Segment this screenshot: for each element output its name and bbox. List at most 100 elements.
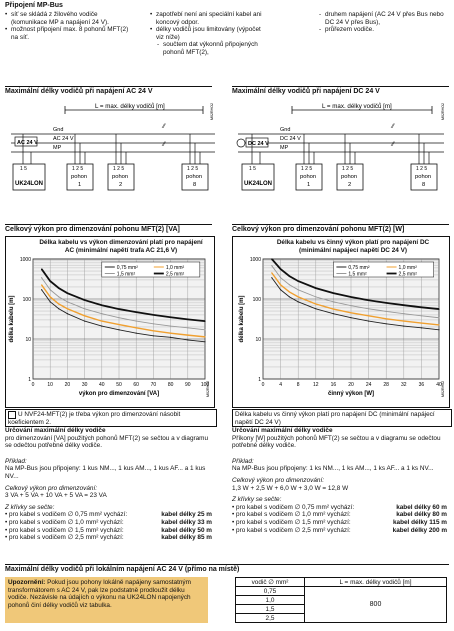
svg-text:8: 8 [422, 182, 425, 188]
legend-entry: 1,5 mm² [117, 272, 136, 278]
series-line [41, 289, 206, 343]
actuator-box [107, 163, 135, 191]
data-point [288, 296, 290, 298]
data-point [101, 313, 103, 315]
result-row: • pro kabel s vodičem ∅ 0,75 mm² vychází… [232, 503, 447, 511]
svg-text:⁄⁄: ⁄⁄ [161, 142, 166, 148]
legend-entry: 0,75 mm² [348, 265, 369, 271]
figure-code: M02RH02 [441, 381, 445, 397]
y-axis-label: délka kabelu [m] [239, 295, 245, 342]
header-list-col2: zapotřebí není ani speciální kabel ani k… [150, 11, 268, 57]
list-item: druhem napájení (AC 24 V přes Bus nebo D… [318, 11, 448, 26]
section-title-mp-bus: Připojení MP-Bus [5, 2, 63, 9]
result-row: • pro kabel s vodičem ∅ 2,5 mm² vychází:… [232, 526, 447, 534]
example-label: Příklad: [5, 457, 27, 465]
x-tick-label: 40 [436, 382, 442, 388]
sum-text: 3 VA + 5 VA + 10 VA + 5 VA = 23 VA [5, 492, 107, 500]
svg-text:L = max. délky vodičů [m]: L = max. délky vodičů [m] [322, 103, 392, 110]
note-ac: U NVF24-MFT(2) je třeba výkon pro dimenz… [5, 409, 217, 427]
data-point [84, 320, 86, 322]
list-item: průřezem vodiče. [318, 26, 448, 34]
data-point [271, 265, 273, 267]
data-point [420, 322, 422, 324]
svg-text:1 5: 1 5 [249, 166, 256, 172]
list-item: délky vodičů jsou limitovány (výpočet vi… [150, 26, 268, 56]
result-row: • pro kabel s vodičem ∅ 1,0 mm² vychází:… [5, 518, 212, 526]
example-text: Na MP-Bus jsou připojeny: 1 kus NM..., 1… [5, 465, 206, 480]
legend-box [333, 261, 434, 278]
legend-box [101, 261, 201, 278]
x-tick-label: 0 [32, 382, 35, 388]
x-tick-label: 10 [47, 382, 53, 388]
y-axis-label: délka kabelu [m] [9, 295, 15, 342]
data-point [187, 318, 189, 320]
data-point [271, 258, 273, 260]
list-item: možnost připojení max. 8 pohonů MFT(2) n… [5, 26, 133, 41]
data-point [66, 313, 68, 315]
calc-title: Určování maximální délky vodiče [5, 427, 106, 434]
svg-text:1 2 5: 1 2 5 [301, 166, 312, 172]
data-point [271, 277, 273, 279]
data-point [49, 301, 51, 303]
svg-text:pohon: pohon [341, 174, 357, 180]
chart-dc: 0 4 8 12 16 20 24 28 32 36 40 1000 100 10 1 činný výkon… [239, 257, 445, 397]
data-point [368, 320, 370, 322]
warning-text: Pokud jsou pohony lokálně napájeny samos… [8, 579, 191, 609]
y-tick-label: 1 [258, 377, 261, 383]
x-tick-label: 30 [82, 382, 88, 388]
svg-text:DC 24 V: DC 24 V [248, 141, 269, 147]
x-tick-label: 4 [279, 382, 282, 388]
x-tick-label: 100 [201, 382, 210, 388]
svg-text:M02RHO2: M02RHO2 [441, 103, 445, 120]
data-point [438, 329, 440, 331]
data-point [187, 339, 189, 341]
data-point [288, 275, 290, 277]
x-tick-label: 32 [401, 382, 407, 388]
warning-label: Upozornění: [8, 579, 46, 586]
controller-box [241, 163, 275, 191]
table-cell: 0,75 [235, 586, 305, 596]
list-subitem: součtem dat výkonnů připojených pohonů M… [156, 41, 268, 56]
data-point [118, 323, 120, 326]
data-point [58, 308, 60, 310]
chart-title-dc: Celkový výkon pro dimenzování pohonu MFT… [232, 226, 405, 233]
data-point [66, 301, 68, 303]
data-point [58, 303, 60, 305]
data-point [332, 292, 334, 294]
data-point [49, 296, 51, 298]
data-point [84, 299, 86, 301]
data-point [288, 291, 290, 293]
data-point [315, 296, 317, 298]
svg-text:pohon: pohon [71, 174, 87, 180]
data-point [101, 304, 103, 306]
svg-text:1 2 5: 1 2 5 [113, 166, 124, 172]
ac-supply-box [14, 136, 38, 147]
svg-text:MP: MP [280, 145, 289, 151]
note-dc: Délka kabelu vs činný výkon platí pro na… [232, 409, 452, 427]
data-point [385, 302, 387, 304]
data-point [41, 289, 43, 291]
data-point [187, 327, 189, 329]
data-point [350, 312, 352, 314]
data-point [385, 323, 387, 325]
length-label: L = max. délky vodičů [m] [95, 103, 165, 110]
svg-text:Gnd: Gnd [280, 127, 290, 133]
svg-text:2: 2 [348, 182, 351, 188]
wiring-diagram-dc: L = max. délky vodičů [m] DC 24 V Gnd DC… [236, 103, 445, 191]
svg-text:1 2 5: 1 2 5 [416, 166, 427, 172]
data-point [101, 320, 103, 322]
data-point [58, 296, 60, 298]
data-point [118, 329, 120, 331]
x-tick-label: 40 [99, 382, 105, 388]
actuator-box [66, 163, 94, 191]
wiring-title-dc: Maximální délky vodičů při napájení DC 2… [232, 88, 380, 95]
length-table: vodič ∅ mm² L = max. délky vodičů [m] 0,… [235, 577, 447, 623]
data-point [350, 317, 352, 319]
table-cell: 1,0 [235, 595, 305, 605]
x-tick-label: 70 [151, 382, 157, 388]
svg-text:⁄⁄: ⁄⁄ [390, 142, 395, 148]
x-tick-label: 90 [185, 382, 191, 388]
header-list-col3: druhem napájení (AC 24 V přes Bus nebo D… [318, 11, 448, 34]
svg-text:AC 24 V: AC 24 V [17, 140, 38, 146]
x-tick-label: 36 [419, 382, 425, 388]
